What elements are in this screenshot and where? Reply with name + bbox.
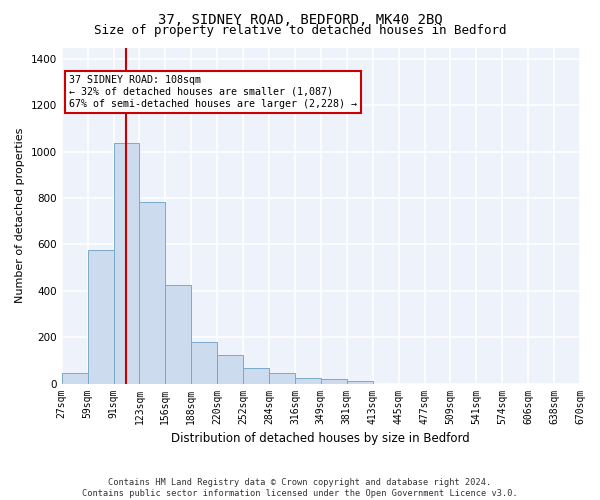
Text: 37 SIDNEY ROAD: 108sqm
← 32% of detached houses are smaller (1,087)
67% of semi-: 37 SIDNEY ROAD: 108sqm ← 32% of detached… xyxy=(70,76,358,108)
Bar xyxy=(88,250,113,384)
Bar xyxy=(166,285,191,384)
Bar xyxy=(295,378,321,384)
Bar xyxy=(269,372,295,384)
Bar xyxy=(217,354,243,384)
Text: Contains HM Land Registry data © Crown copyright and database right 2024.
Contai: Contains HM Land Registry data © Crown c… xyxy=(82,478,518,498)
Y-axis label: Number of detached properties: Number of detached properties xyxy=(15,128,25,303)
Bar xyxy=(113,142,139,384)
Bar xyxy=(191,342,217,384)
X-axis label: Distribution of detached houses by size in Bedford: Distribution of detached houses by size … xyxy=(172,432,470,445)
Bar xyxy=(243,368,269,384)
Text: 37, SIDNEY ROAD, BEDFORD, MK40 2BQ: 37, SIDNEY ROAD, BEDFORD, MK40 2BQ xyxy=(158,12,442,26)
Bar xyxy=(347,381,373,384)
Bar xyxy=(321,380,347,384)
Bar xyxy=(62,372,88,384)
Text: Size of property relative to detached houses in Bedford: Size of property relative to detached ho… xyxy=(94,24,506,37)
Bar xyxy=(139,202,166,384)
